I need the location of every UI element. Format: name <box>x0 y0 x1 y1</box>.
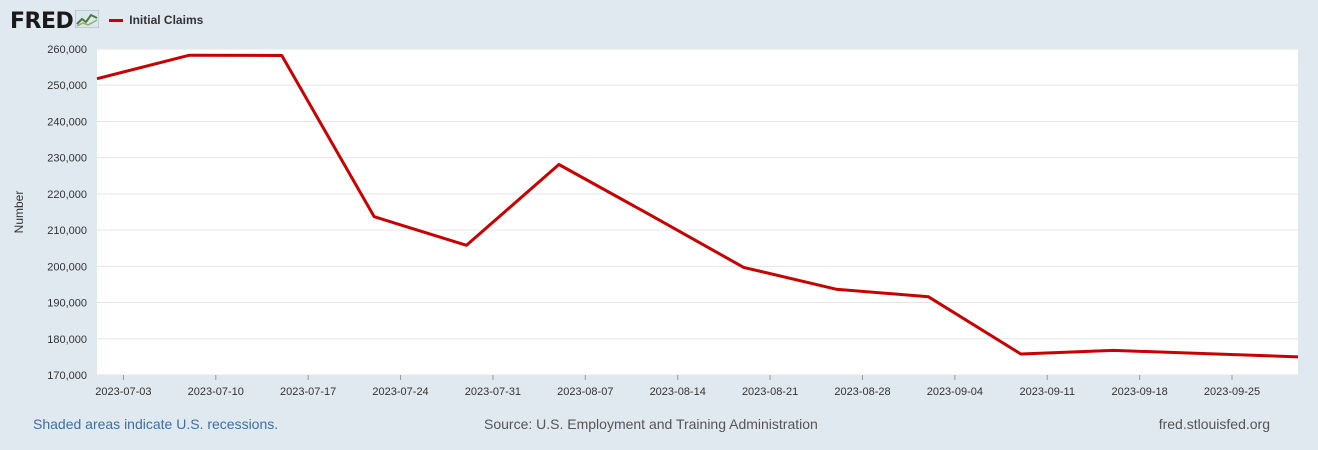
y-tick-label: 260,000 <box>47 44 87 56</box>
x-tick-label: 2023-07-24 <box>372 386 428 398</box>
chart-line-icon <box>74 9 100 33</box>
y-tick-label: 250,000 <box>47 80 87 92</box>
y-tick-label: 170,000 <box>47 370 87 382</box>
x-tick-label: 2023-08-07 <box>557 386 613 398</box>
y-axis-label: Number <box>12 191 26 234</box>
plot-area <box>97 49 1298 375</box>
x-tick-label: 2023-08-21 <box>742 386 798 398</box>
x-tick-label: 2023-07-31 <box>465 386 521 398</box>
source-note: Source: U.S. Employment and Training Adm… <box>484 416 818 432</box>
y-tick-label: 210,000 <box>47 225 87 237</box>
x-tick-label: 2023-08-14 <box>650 386 706 398</box>
y-tick-label: 180,000 <box>47 334 87 346</box>
y-tick-label: 230,000 <box>47 153 87 165</box>
legend: Initial Claims <box>109 13 203 27</box>
y-tick-label: 190,000 <box>47 298 87 310</box>
x-tick-label: 2023-07-03 <box>95 386 151 398</box>
x-tick-label: 2023-09-04 <box>927 386 983 398</box>
fred-wordmark: FRED <box>10 8 74 34</box>
x-tick-label: 2023-07-10 <box>188 386 244 398</box>
x-tick-label: 2023-08-28 <box>834 386 890 398</box>
grid-lines <box>97 48 1298 376</box>
y-tick-label: 220,000 <box>47 189 87 201</box>
legend-swatch <box>109 18 124 22</box>
series-group <box>96 53 1299 359</box>
y-tick-label: 240,000 <box>47 116 87 128</box>
header: FRED Initial Claims <box>10 6 203 36</box>
legend-label: Initial Claims <box>129 13 204 27</box>
fred-logo[interactable]: FRED <box>10 8 100 34</box>
recession-note[interactable]: Shaded areas indicate U.S. recessions. <box>33 416 279 432</box>
x-tick-label: 2023-09-18 <box>1111 386 1167 398</box>
x-tick-label: 2023-07-17 <box>280 386 336 398</box>
series-line <box>96 53 1299 359</box>
x-tick-label: 2023-09-25 <box>1204 386 1260 398</box>
x-axis-ticks: 2023-07-03 2023-07-10 2023-07-17 2023-07-24… <box>95 375 1260 398</box>
y-tick-label: 200,000 <box>47 261 87 273</box>
y-axis-ticks: 170,000 180,000 190,000 200,000 210,000 220,0… <box>47 44 87 382</box>
site-link[interactable]: fred.stlouisfed.org <box>1158 416 1270 432</box>
x-tick-label: 2023-09-11 <box>1020 386 1075 398</box>
